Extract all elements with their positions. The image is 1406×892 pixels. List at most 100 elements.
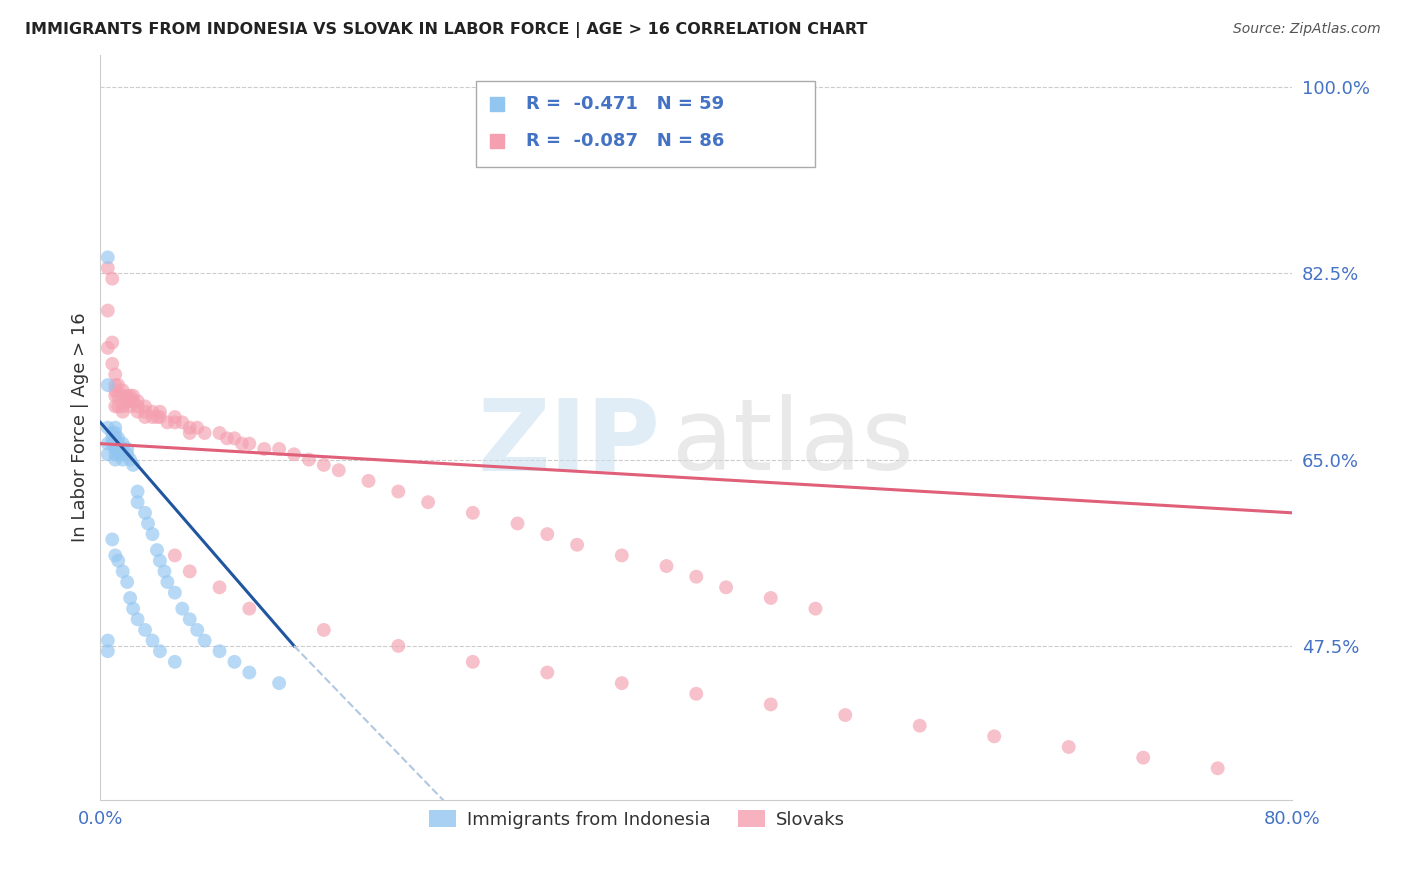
Point [146, 410, 169, 425]
Point [115, 394, 138, 409]
Point [298, 452, 321, 467]
Point [107, 400, 129, 414]
Point [238, 665, 260, 680]
Text: Source: ZipAtlas.com: Source: ZipAtlas.com [1233, 22, 1381, 37]
Point [115, 389, 138, 403]
Point [585, 202, 607, 217]
Point [104, 384, 127, 398]
Point [416, 495, 439, 509]
Point [136, 516, 159, 531]
Point [328, 463, 350, 477]
Point [461, 655, 484, 669]
Point [122, 601, 145, 615]
Point [153, 565, 176, 579]
Point [111, 400, 134, 414]
Point [146, 543, 169, 558]
Point [141, 633, 163, 648]
Point [101, 425, 124, 440]
Point [120, 389, 142, 403]
Point [97, 260, 120, 275]
Point [111, 565, 134, 579]
Point [253, 442, 276, 456]
Point [536, 527, 558, 541]
Point [685, 570, 707, 584]
Point [104, 452, 127, 467]
Point [107, 389, 129, 403]
Point [107, 554, 129, 568]
Point [104, 447, 127, 461]
Point [506, 516, 529, 531]
Point [908, 719, 931, 733]
Legend: Immigrants from Indonesia, Slovaks: Immigrants from Indonesia, Slovaks [422, 803, 852, 836]
Point [107, 447, 129, 461]
Point [101, 436, 124, 450]
Point [655, 559, 678, 574]
Point [97, 378, 120, 392]
Point [104, 549, 127, 563]
Point [111, 442, 134, 456]
Point [156, 415, 179, 429]
Point [215, 431, 238, 445]
Point [312, 623, 335, 637]
Point [104, 378, 127, 392]
Point [111, 436, 134, 450]
Point [134, 400, 156, 414]
Point [127, 495, 149, 509]
Point [565, 538, 588, 552]
Point [269, 442, 291, 456]
Point [127, 405, 149, 419]
Point [141, 527, 163, 541]
Point [179, 612, 201, 626]
Point [585, 149, 607, 163]
Point [101, 533, 124, 547]
Point [120, 452, 142, 467]
Point [115, 574, 138, 589]
Point [312, 458, 335, 472]
Point [610, 676, 633, 690]
Y-axis label: In Labor Force | Age > 16: In Labor Force | Age > 16 [72, 313, 89, 542]
Point [163, 655, 186, 669]
Point [104, 442, 127, 456]
Point [149, 644, 172, 658]
Point [97, 251, 120, 265]
Point [101, 431, 124, 445]
Point [759, 698, 782, 712]
Point [104, 400, 127, 414]
Point [461, 506, 484, 520]
Point [107, 436, 129, 450]
Point [127, 400, 149, 414]
Point [186, 623, 208, 637]
Point [115, 442, 138, 456]
Point [104, 431, 127, 445]
Point [759, 591, 782, 605]
Point [111, 389, 134, 403]
Point [115, 447, 138, 461]
Point [107, 442, 129, 456]
Point [149, 405, 172, 419]
Point [104, 420, 127, 434]
Point [834, 708, 856, 723]
Point [163, 415, 186, 429]
Point [685, 687, 707, 701]
Point [387, 484, 409, 499]
Point [208, 580, 231, 594]
Point [224, 655, 246, 669]
Point [179, 425, 201, 440]
Point [1057, 739, 1080, 754]
Point [163, 549, 186, 563]
Text: R =  -0.471   N = 59: R = -0.471 N = 59 [526, 95, 724, 112]
Point [101, 357, 124, 371]
Point [149, 554, 172, 568]
Point [134, 405, 156, 419]
Point [111, 452, 134, 467]
Point [97, 447, 120, 461]
Point [283, 447, 305, 461]
Point [804, 601, 827, 615]
Point [122, 458, 145, 472]
Point [104, 389, 127, 403]
Point [134, 506, 156, 520]
Point [156, 574, 179, 589]
Point [186, 420, 208, 434]
Point [104, 436, 127, 450]
Point [983, 730, 1005, 744]
